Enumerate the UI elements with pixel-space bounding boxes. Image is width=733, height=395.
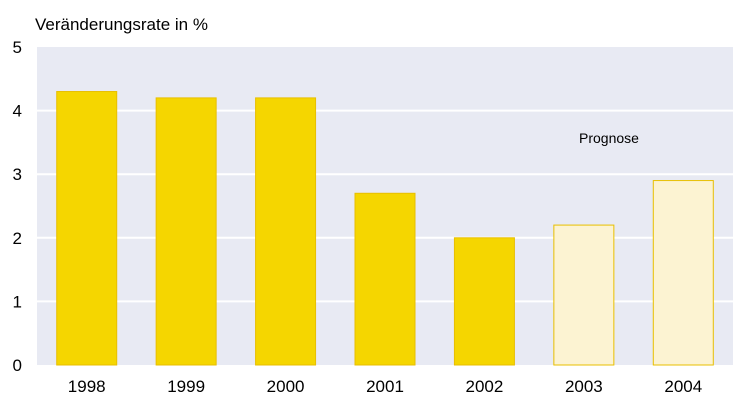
y-tick-label: 5 <box>13 38 22 57</box>
x-axis-ticks: 1998 1999 2000 2001 2002 2003 2004 <box>68 377 702 395</box>
x-tick-label: 2001 <box>366 377 404 395</box>
y-tick-label: 1 <box>13 292 22 311</box>
x-tick-label: 1998 <box>68 377 106 395</box>
bar <box>354 192 416 366</box>
x-tick-label: 2004 <box>664 377 702 395</box>
bar <box>255 97 317 366</box>
bar <box>453 237 515 366</box>
y-tick-label: 3 <box>13 165 22 184</box>
x-tick-label: 2002 <box>466 377 504 395</box>
x-tick-label: 2003 <box>565 377 603 395</box>
bar-forecast <box>553 224 615 366</box>
forecast-annotation: Prognose <box>579 130 639 146</box>
x-tick-label: 2000 <box>267 377 305 395</box>
y-tick-label: 2 <box>13 229 22 248</box>
bar <box>56 91 118 366</box>
y-tick-label: 4 <box>13 102 22 121</box>
x-tick-label: 1999 <box>167 377 205 395</box>
y-axis-ticks: 0 1 2 3 4 5 <box>13 38 22 375</box>
y-axis-title: Veränderungsrate in % <box>35 15 208 34</box>
y-tick-label: 0 <box>13 356 22 375</box>
bars <box>56 91 714 366</box>
bar <box>155 97 217 366</box>
bar-forecast <box>652 180 714 366</box>
